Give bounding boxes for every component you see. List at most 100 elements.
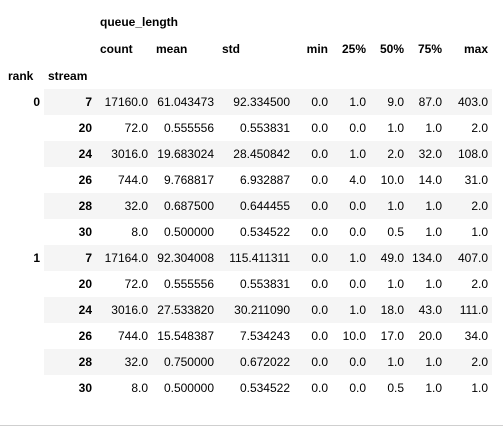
header-row-columns: count mean std min 25% 50% 75% max: [4, 35, 492, 62]
data-cell: 0.0: [294, 297, 332, 323]
table-row: 28 32.0 0.687500 0.644455 0.0 0.0 1.0 1.0 2.0: [4, 193, 493, 219]
data-cell: 1.0: [425, 121, 442, 135]
data-cell: 0.0: [332, 193, 370, 219]
stream-index-cell: 20: [78, 121, 92, 135]
data-cell: 0.0: [294, 349, 332, 375]
data-cell: 0.0: [311, 381, 328, 395]
data-cell: 1.0: [471, 381, 489, 395]
data-cell: 32.0: [96, 193, 152, 219]
data-cell: 744.0: [117, 173, 148, 187]
stream-index-cell: 7: [44, 245, 96, 271]
data-cell: 72.0: [124, 121, 148, 135]
table-row: 30 8.0 0.500000 0.534522 0.0 0.0 0.5 1.0 1.0: [4, 219, 492, 245]
table-row: 30 8.0 0.500000 0.534522 0.0 0.0 0.5 1.0 1.0: [4, 375, 492, 401]
column-header: count: [100, 41, 133, 56]
data-cell: 92.304008: [152, 245, 218, 271]
data-cell: 115.411311: [218, 245, 294, 271]
data-cell: 1.0: [332, 245, 370, 271]
data-cell: 1.0: [408, 193, 446, 219]
output-divider: [0, 425, 503, 426]
table-row: 26 744.0 15.548387 7.534243 0.0 10.0 17.0 20.0 3…: [4, 323, 492, 349]
index-name-rank: rank: [8, 68, 34, 83]
header-spacer: [4, 35, 44, 62]
header-spacer: [408, 62, 446, 89]
column-header: mean: [156, 41, 188, 56]
data-cell: 0.534522: [239, 225, 290, 239]
stream-index-cell: 28: [44, 193, 96, 219]
data-cell: 0.0: [311, 173, 328, 187]
rank-index-cell: 0: [33, 95, 40, 109]
dataframe-output: queue_length count mean std min 25% 50% 75% max…: [4, 8, 494, 401]
data-cell: 92.334500: [218, 89, 294, 115]
data-cell: 17160.0: [96, 89, 152, 115]
stream-index-cell: 30: [78, 381, 92, 395]
data-cell: 0.0: [311, 277, 328, 291]
header-spacer: [218, 62, 294, 89]
header-spacer: [370, 62, 408, 89]
table-row: 24 3016.0 27.533820 30.211090 0.0 1.0 18.0 43.0…: [4, 297, 493, 323]
data-cell: 0.5: [387, 225, 404, 239]
data-cell: 20.0: [418, 329, 442, 343]
data-cell: 61.043473: [152, 89, 218, 115]
data-cell: 30.211090: [218, 297, 294, 323]
data-cell: 87.0: [408, 89, 446, 115]
table-row: 0 7 17160.0 61.043473 92.334500 0.0 1.0 9.0 87.0…: [4, 89, 493, 115]
index-name-stream: stream: [48, 68, 88, 83]
data-cell: 3016.0: [96, 297, 152, 323]
table-row: 1 7 17164.0 92.304008 115.411311 0.0 1.0 49.0 13…: [4, 245, 493, 271]
data-cell: 0.0: [349, 277, 366, 291]
data-cell: 0.553831: [239, 277, 290, 291]
column-header: 50%: [379, 41, 404, 56]
data-cell: 43.0: [408, 297, 446, 323]
data-cell: 0.0: [311, 225, 328, 239]
data-cell: 32.0: [96, 349, 152, 375]
table-header: queue_length count mean std min 25% 50% 75% max…: [4, 8, 492, 89]
data-cell: 17164.0: [96, 245, 152, 271]
data-cell: 15.548387: [157, 329, 214, 343]
data-cell: 1.0: [370, 349, 408, 375]
group-header-queue-length: queue_length: [100, 14, 179, 29]
data-cell: 7.534243: [239, 329, 290, 343]
stream-index-cell: 26: [78, 329, 92, 343]
data-cell: 72.0: [124, 277, 148, 291]
data-cell: 2.0: [471, 277, 489, 291]
data-cell: 0.0: [311, 329, 328, 343]
data-cell: 0.500000: [163, 381, 214, 395]
table-row: 28 32.0 0.750000 0.672022 0.0 0.0 1.0 1.0 2.0: [4, 349, 493, 375]
column-header: std: [222, 41, 240, 56]
data-cell: 6.932887: [239, 173, 290, 187]
table-body: 0 7 17160.0 61.043473 92.334500 0.0 1.0 9.0 87.0…: [4, 89, 493, 401]
data-cell: 31.0: [464, 173, 489, 187]
data-cell: 32.0: [408, 141, 446, 167]
data-cell: 111.0: [446, 297, 493, 323]
data-cell: 1.0: [471, 225, 489, 239]
data-cell: 0.553831: [239, 121, 290, 135]
data-cell: 19.683024: [152, 141, 218, 167]
header-spacer: [446, 62, 492, 89]
data-cell: 4.0: [349, 173, 366, 187]
data-cell: 2.0: [370, 141, 408, 167]
data-cell: 18.0: [370, 297, 408, 323]
data-cell: 0.0: [294, 245, 332, 271]
data-cell: 10.0: [380, 173, 404, 187]
data-cell: 49.0: [370, 245, 408, 271]
data-cell: 744.0: [117, 329, 148, 343]
header-spacer: [44, 8, 96, 35]
data-cell: 8.0: [131, 381, 148, 395]
stream-index-cell: 7: [44, 89, 96, 115]
header-spacer: [152, 62, 218, 89]
stream-index-cell: 26: [78, 173, 92, 187]
header-spacer: [96, 62, 152, 89]
stream-index-cell: 28: [44, 349, 96, 375]
data-cell: 134.0: [408, 245, 446, 271]
header-spacer: [294, 62, 332, 89]
data-cell: 0.644455: [218, 193, 294, 219]
data-cell: 28.450842: [218, 141, 294, 167]
data-cell: 27.533820: [152, 297, 218, 323]
data-cell: 1.0: [425, 277, 442, 291]
data-cell: 108.0: [446, 141, 493, 167]
data-cell: 34.0: [464, 329, 489, 343]
header-row-index-names: rank stream: [4, 62, 492, 89]
table-row: 24 3016.0 19.683024 28.450842 0.0 1.0 2.0 32.0 1…: [4, 141, 493, 167]
data-cell: 1.0: [408, 349, 446, 375]
